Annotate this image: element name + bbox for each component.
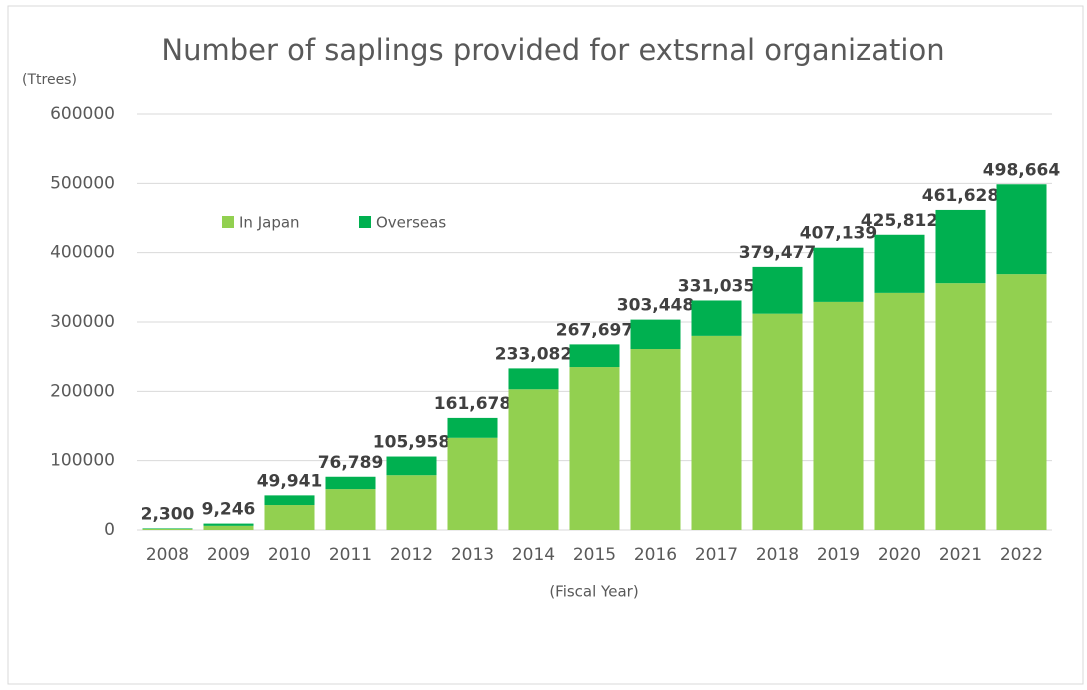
- bar-segment: [691, 300, 742, 336]
- bar-segment: [447, 417, 498, 438]
- bar-segment: [813, 301, 864, 530]
- y-axis-label: (Ttrees): [22, 72, 77, 88]
- x-tick-label: 2018: [756, 545, 799, 565]
- bar-segment: [874, 234, 925, 293]
- x-tick-label: 2015: [573, 545, 616, 565]
- total-label: 331,035: [678, 276, 755, 296]
- x-tick-label: 2020: [878, 545, 921, 565]
- bar-segment: [386, 456, 437, 476]
- total-label: 76,789: [318, 453, 384, 473]
- x-tick-label: 2021: [939, 545, 982, 565]
- total-label: 9,246: [202, 500, 256, 520]
- bar-segment: [508, 368, 559, 390]
- total-label: 2,300: [141, 504, 195, 524]
- total-label: 233,082: [495, 344, 572, 364]
- bar-segment: [386, 475, 437, 530]
- x-tick-label: 2011: [329, 545, 372, 565]
- bar-segment: [874, 292, 925, 530]
- chart-title: Number of saplings provided for extsrnal…: [161, 33, 944, 67]
- x-tick-label: 2022: [1000, 545, 1043, 565]
- bar-segment: [569, 367, 620, 530]
- bar-segment: [203, 523, 254, 526]
- bar-segment: [630, 319, 681, 350]
- x-tick-label: 2014: [512, 545, 555, 565]
- y-tick-label: 500000: [50, 173, 115, 193]
- bar-segment: [203, 525, 254, 530]
- bar-segment: [142, 528, 193, 530]
- legend-label: In Japan: [239, 214, 300, 232]
- bar-segment: [325, 489, 376, 530]
- x-tick-label: 2013: [451, 545, 494, 565]
- x-tick-label: 2016: [634, 545, 677, 565]
- total-label: 425,812: [861, 211, 938, 231]
- bar-segment: [996, 274, 1047, 530]
- total-label: 49,941: [257, 471, 323, 491]
- bar-segment: [935, 283, 986, 530]
- bar-segment: [447, 437, 498, 530]
- y-tick-label: 100000: [50, 451, 115, 471]
- total-label: 267,697: [556, 320, 633, 340]
- x-tick-label: 2012: [390, 545, 433, 565]
- x-tick-label: 2008: [146, 545, 189, 565]
- bar-segment: [508, 389, 559, 530]
- total-label: 303,448: [617, 296, 694, 316]
- y-tick-label: 300000: [50, 312, 115, 332]
- x-tick-label: 2010: [268, 545, 311, 565]
- bar-segment: [264, 495, 315, 506]
- y-tick-label: 0: [104, 520, 115, 540]
- bar-segment: [935, 209, 986, 284]
- bar-segment: [691, 335, 742, 530]
- bar-segment: [325, 476, 376, 490]
- bar-segment: [996, 184, 1047, 275]
- total-label: 461,628: [922, 186, 999, 206]
- bar-segment: [264, 505, 315, 530]
- bar-segment: [813, 247, 864, 302]
- legend-swatch: [359, 216, 371, 228]
- x-axis-label: (Fiscal Year): [549, 583, 638, 601]
- total-label: 379,477: [739, 243, 816, 263]
- y-tick-label: 200000: [50, 381, 115, 401]
- legend-label: Overseas: [376, 214, 446, 232]
- total-label: 161,678: [434, 394, 511, 414]
- legend-swatch: [222, 216, 234, 228]
- x-tick-label: 2017: [695, 545, 738, 565]
- bar-segment: [752, 313, 803, 530]
- bar-segment: [569, 344, 620, 368]
- x-tick-label: 2019: [817, 545, 860, 565]
- bar-segment: [142, 528, 193, 529]
- total-label: 498,664: [983, 160, 1061, 180]
- bar-segment: [630, 349, 681, 530]
- total-label: 105,958: [373, 433, 450, 453]
- y-tick-label: 600000: [50, 104, 115, 124]
- y-tick-label: 400000: [50, 243, 115, 263]
- bar-segment: [752, 266, 803, 314]
- total-label: 407,139: [800, 224, 877, 244]
- x-tick-label: 2009: [207, 545, 250, 565]
